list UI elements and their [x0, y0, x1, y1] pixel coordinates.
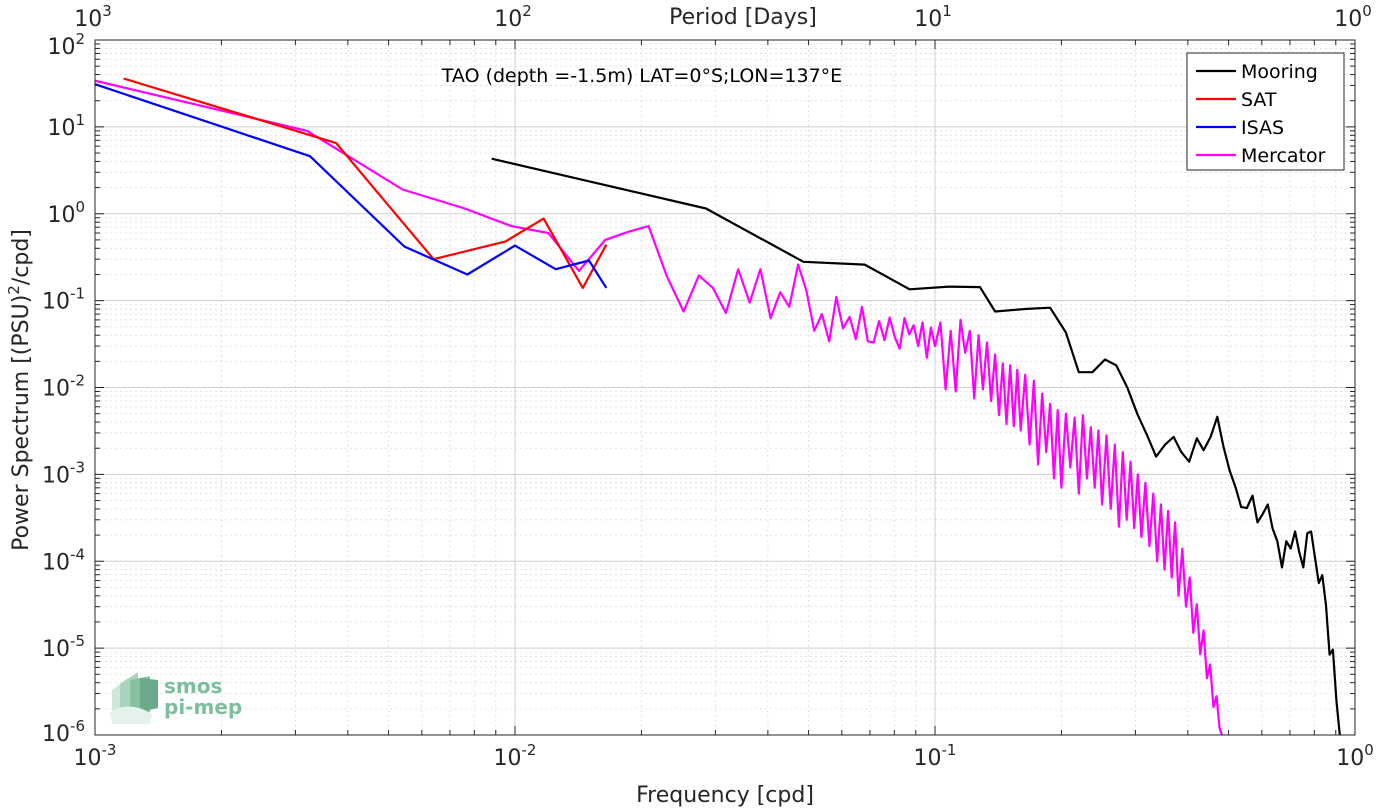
series-line-mercator [95, 79, 1224, 735]
y-axis-label-sup: 2 [5, 285, 23, 295]
x-tick-label-exp: -3 [102, 741, 117, 759]
x-tick-label-exp: -1 [942, 741, 957, 759]
series-line-sat [123, 77, 608, 289]
y-tick-label-base: 10 [42, 377, 70, 402]
y-axis-label-main: Power Spectrum [(PSU) [9, 295, 34, 551]
x-tick-label: 10-2 [494, 741, 537, 771]
legend-box [1186, 52, 1345, 171]
top-tick-label-exp: 1 [942, 2, 952, 20]
chart-title: TAO (depth =-1.5m) LAT=0°S;LON=137°E [441, 65, 842, 87]
y-tick-label-exp: -5 [70, 632, 85, 650]
y-tick-label-exp: 1 [75, 111, 85, 129]
top-tick-label: 102 [494, 2, 532, 32]
series-line-isas [95, 83, 608, 289]
legend-label-mooring: Mooring [1241, 61, 1318, 83]
logo-text-pimep: pi-mep [164, 695, 242, 719]
y-tick-label-base: 10 [42, 637, 70, 662]
logo-mark-icon [110, 672, 158, 724]
legend-label-isas: ISAS [1241, 117, 1284, 139]
top-tick-label-base: 10 [1334, 7, 1362, 32]
top-tick-label: 101 [914, 2, 952, 32]
major-grid [94, 39, 1356, 736]
y-tick-label: 100 [47, 198, 85, 228]
y-tick-label-base: 10 [42, 722, 70, 747]
top-tick-label-exp: 2 [522, 2, 532, 20]
x-tick-label: 10-3 [74, 741, 117, 771]
x-tick-label: 100 [1336, 741, 1374, 771]
top-axis-label: Period [Days] [669, 5, 817, 30]
top-tick-label-base: 10 [494, 7, 522, 32]
y-tick-label: 10-1 [42, 285, 85, 315]
x-tick-labels: 10-3 10-2 10-1 100 [74, 741, 1374, 771]
x-tick-label-base: 10 [74, 746, 102, 771]
y-tick-label-base: 10 [47, 203, 75, 228]
x-tick-label-exp: -2 [522, 741, 537, 759]
y-axis-label: Power Spectrum [(PSU)2/cpd] [5, 229, 34, 551]
y-tick-label-base: 10 [47, 35, 75, 60]
y-tick-label-exp: -4 [70, 545, 85, 563]
y-tick-label-exp: -1 [70, 285, 85, 303]
y-tick-label-base: 10 [42, 463, 70, 488]
y-tick-label: 10-5 [42, 632, 85, 662]
y-tick-label-exp: -2 [70, 372, 85, 390]
y-tick-label: 102 [47, 30, 85, 60]
top-tick-label-exp: 0 [1362, 2, 1372, 20]
x-axis-label: Frequency [cpd] [636, 783, 814, 808]
top-tick-label-base: 10 [914, 7, 942, 32]
y-tick-label-exp: 0 [75, 198, 85, 216]
legend: Mooring SAT ISAS Mercator [1186, 52, 1345, 171]
y-tick-label: 10-3 [42, 458, 85, 488]
x-tick-label-base: 10 [494, 746, 522, 771]
y-tick-label-base: 10 [47, 116, 75, 141]
x-tick-label-exp: 0 [1364, 741, 1374, 759]
y-tick-label: 10-4 [42, 545, 85, 575]
y-tick-label-base: 10 [42, 550, 70, 575]
y-tick-label: 10-2 [42, 372, 85, 402]
x-tick-label: 10-1 [914, 741, 957, 771]
minor-grid [95, 40, 1355, 735]
y-tick-label-exp: -6 [70, 717, 85, 735]
top-tick-label-base: 10 [74, 7, 102, 32]
top-tick-labels: 103 102 101 100 [74, 2, 1372, 32]
y-tick-label-exp: 2 [75, 30, 85, 48]
legend-label-mercator: Mercator [1241, 145, 1326, 167]
series-layer [95, 77, 1342, 735]
top-tick-label-exp: 3 [102, 2, 112, 20]
top-tick-label: 103 [74, 2, 112, 32]
logo-text-smos: smos [164, 674, 222, 698]
y-tick-label-exp: -3 [70, 458, 85, 476]
top-tick-label: 100 [1334, 2, 1372, 32]
legend-label-sat: SAT [1241, 89, 1277, 111]
x-tick-label-base: 10 [914, 746, 942, 771]
y-tick-label-base: 10 [42, 290, 70, 315]
x-tick-label-base: 10 [1336, 746, 1364, 771]
smos-pi-mep-logo: smos pi-mep [110, 672, 242, 724]
series-line-mooring [491, 157, 1342, 735]
y-axis-label-tail: /cpd] [9, 229, 34, 285]
y-tick-label: 10-6 [42, 717, 85, 747]
y-tick-label: 101 [47, 111, 85, 141]
tick-marks [94, 39, 1356, 736]
